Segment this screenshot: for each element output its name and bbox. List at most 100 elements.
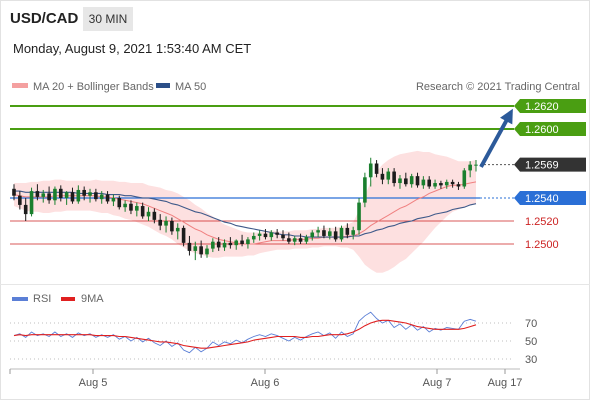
candle-body (287, 238, 291, 242)
candle-body (187, 242, 192, 251)
candle-body (316, 230, 320, 233)
candle (310, 230, 315, 241)
candle-body (88, 192, 92, 196)
rsi-legend-label: RSI (33, 293, 51, 305)
candle-body (380, 173, 385, 180)
candle (117, 195, 122, 210)
candle-body (462, 170, 467, 187)
candle-body (164, 221, 168, 226)
rsi-level-label: 50 (525, 336, 537, 348)
target-level-label: 1.2620 (525, 101, 559, 113)
candle (94, 188, 98, 202)
candle-body (158, 219, 163, 226)
bollinger-bands (14, 150, 476, 273)
candle-body (363, 177, 367, 203)
candle-body (129, 203, 133, 211)
candle (287, 232, 291, 244)
rsi-ma-legend-swatch (61, 297, 75, 301)
candle (263, 229, 268, 240)
candle (164, 216, 168, 233)
target-level-tag (514, 122, 586, 136)
candle-body (12, 188, 16, 196)
support-level-label: 1.2500 (525, 239, 559, 251)
candle-body (404, 178, 408, 185)
candle (29, 187, 34, 217)
target-level-tag (514, 99, 586, 113)
forecast-arrow-head (500, 108, 513, 125)
candle-body (415, 176, 420, 186)
timeframe-button[interactable]: 30 MIN (83, 7, 133, 31)
forecast-arrow-shaft (479, 113, 512, 168)
candle-body (304, 237, 309, 242)
candle (12, 184, 16, 201)
candle (474, 160, 478, 172)
candle (415, 172, 420, 188)
candle-body (181, 227, 186, 243)
pivot-level-tag (514, 191, 586, 205)
candle-body (368, 163, 373, 178)
candle (456, 181, 461, 190)
candle-body (146, 211, 151, 217)
candle (76, 185, 81, 204)
candle (316, 226, 320, 238)
candle (433, 179, 437, 189)
candle (199, 240, 203, 258)
candle (357, 198, 361, 235)
candle (351, 226, 355, 240)
candle-body (450, 181, 455, 185)
candle (398, 175, 402, 189)
candle (240, 234, 244, 247)
candle (409, 173, 414, 188)
rsi-level-label: 70 (525, 318, 537, 330)
candle (158, 214, 163, 231)
candle-body (251, 235, 256, 240)
candle-body (427, 179, 432, 187)
candle-body (99, 194, 104, 200)
candle (427, 176, 432, 189)
candle-body (140, 206, 145, 217)
candle-body (322, 230, 326, 236)
ma50-legend-label: MA 50 (175, 81, 206, 93)
candle (468, 161, 472, 178)
price-levels (10, 105, 514, 245)
candle-body (444, 181, 449, 186)
candle-body (339, 227, 344, 240)
candle-body (269, 232, 274, 238)
candle-body (117, 198, 122, 208)
datetime-label: Monday, August 9, 2021 1:53:40 AM CET (13, 41, 252, 56)
candle-body (310, 232, 315, 238)
candle (246, 237, 250, 249)
candle (292, 235, 297, 246)
candle (234, 239, 239, 250)
candle-body (327, 231, 332, 236)
candle-body (474, 164, 478, 166)
candle (444, 179, 449, 189)
candle-body (456, 184, 461, 187)
price-level-labels: 1.2620 1.2600 1.2569 1.2540 1.2520 1.2500 (514, 99, 586, 251)
candle (322, 225, 326, 239)
candle-body (23, 204, 28, 215)
panel-separator (0, 284, 590, 285)
candle-body (170, 221, 174, 232)
candle (374, 160, 379, 178)
candle (392, 168, 396, 187)
rsi-ma-line (13, 319, 477, 349)
candle (368, 157, 373, 187)
candle (339, 225, 344, 242)
rsi-legend-swatch (12, 297, 28, 301)
x-axis-tick-label: Aug 17 (488, 377, 523, 389)
candle-body (409, 176, 414, 185)
candle (99, 191, 104, 204)
ma20-legend-label: MA 20 + Bollinger Bands (33, 81, 154, 93)
candle (363, 172, 367, 208)
candle (216, 237, 221, 251)
candle-body (386, 171, 391, 180)
candle (404, 172, 408, 187)
candle (327, 227, 332, 240)
candle-body (175, 227, 180, 232)
candle-body (105, 194, 110, 202)
candle-body (228, 242, 233, 246)
candle (123, 200, 127, 212)
candle (58, 185, 63, 202)
